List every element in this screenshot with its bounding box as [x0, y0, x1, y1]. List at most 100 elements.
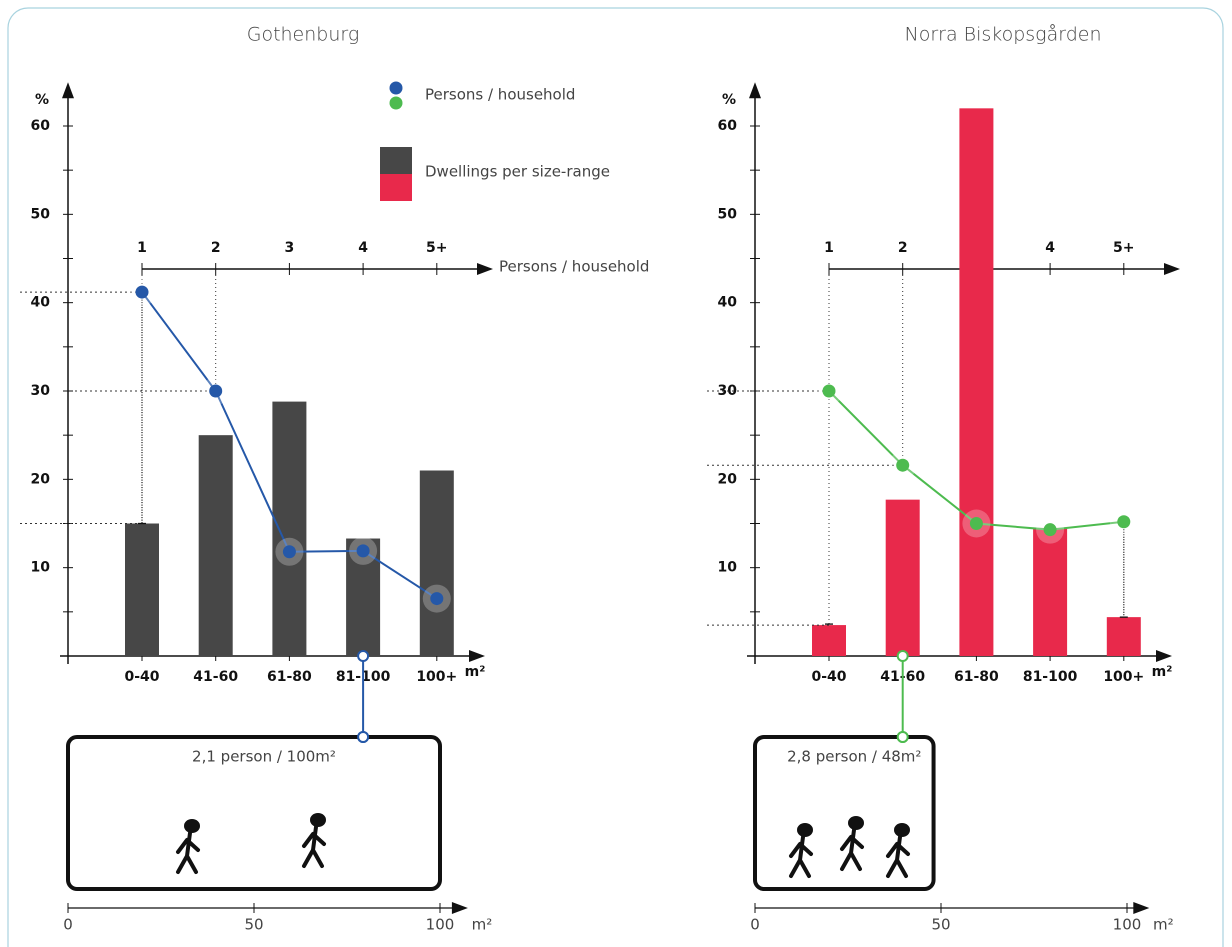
bar: [272, 401, 307, 656]
y-tick-label: 20: [718, 471, 738, 487]
person-icon: [176, 819, 200, 874]
bar: [419, 470, 454, 656]
x2-tick-label: 3: [285, 240, 295, 256]
body: [176, 831, 200, 874]
chart-title: Norra Biskopsgården: [905, 24, 1102, 46]
area-tick-label: 50: [931, 916, 950, 934]
body: [840, 828, 864, 871]
x2-tick-label: 4: [358, 240, 368, 256]
x2-tick-label: 1: [137, 240, 147, 256]
head: [310, 813, 326, 827]
legend-marker: [389, 96, 403, 110]
x-tick-label: 61-80: [954, 669, 999, 685]
x-unit: m²: [465, 664, 486, 680]
point: [822, 384, 836, 398]
y-axis-label: %: [722, 92, 736, 108]
x-unit: m²: [1152, 664, 1173, 680]
x2-tick-label: 4: [1045, 240, 1055, 256]
x-tick-label: 61-80: [267, 669, 312, 685]
chart-title: Gothenburg: [247, 24, 360, 46]
x-tick-label: 0-40: [124, 669, 159, 685]
y-tick-label: 10: [718, 560, 738, 576]
legend-marker: [389, 81, 403, 95]
y-tick-label: 60: [718, 118, 738, 134]
point: [896, 458, 910, 472]
point: [356, 544, 370, 558]
arrow-head: [451, 902, 468, 914]
x2-tick-label: 2: [898, 240, 908, 256]
frame: [7, 7, 1224, 947]
connector-end: [357, 731, 370, 743]
point: [1117, 515, 1131, 529]
y-tick-label: 40: [31, 295, 51, 311]
occupancy-label: 2,1 person / 100m²: [192, 748, 336, 766]
point: [430, 592, 444, 606]
body: [302, 825, 326, 868]
head: [184, 819, 200, 833]
point: [969, 517, 983, 530]
x-tick-label: 41-60: [193, 669, 238, 685]
occupancy-box: [753, 735, 936, 891]
arrow-head: [62, 82, 74, 99]
person-icon: [886, 823, 910, 878]
occupancy-label: 2,8 person / 48m²: [787, 748, 921, 766]
x-tick-label: 100+: [1103, 669, 1144, 685]
arrow-head: [749, 82, 761, 99]
area-tick-label: 0: [63, 916, 73, 934]
head: [848, 816, 864, 830]
y-axis-label: %: [35, 92, 49, 108]
x-tick-label: 100+: [416, 669, 457, 685]
connector-end: [896, 650, 909, 662]
head: [894, 823, 910, 837]
x-tick-label: 0-40: [811, 669, 846, 685]
arrow-head: [1156, 650, 1172, 662]
x2-tick-label: 2: [211, 240, 221, 256]
connector-end: [357, 650, 370, 662]
connector-end: [896, 731, 909, 743]
body: [789, 835, 813, 878]
x2-axis-label: Persons / household: [499, 258, 649, 276]
arrow-head: [1133, 902, 1150, 914]
arrow-head: [477, 263, 493, 275]
area-tick-label: 50: [244, 916, 263, 934]
occupancy-box: [66, 735, 442, 891]
point: [135, 285, 149, 299]
bar: [885, 499, 920, 656]
bar: [1106, 617, 1141, 656]
area-unit: m²: [1153, 916, 1174, 934]
y-tick-label: 40: [718, 295, 738, 311]
point: [209, 384, 223, 398]
arrow-head: [469, 650, 485, 662]
bar: [125, 523, 159, 656]
bar: [198, 435, 233, 656]
y-tick-label: 30: [31, 383, 51, 399]
person-icon: [789, 823, 813, 878]
x-tick-label: 81-100: [1023, 669, 1078, 685]
x2-tick-label: 5+: [426, 240, 447, 256]
person-icon: [302, 813, 326, 868]
body: [886, 835, 910, 878]
legend-label: Dwellings per size-range: [425, 163, 610, 181]
area-unit: m²: [472, 916, 493, 934]
y-tick-label: 50: [31, 206, 51, 222]
point: [1043, 523, 1057, 537]
bar: [1033, 527, 1068, 656]
legend-marker: [380, 147, 412, 174]
area-tick-label: 100: [1113, 916, 1142, 934]
legend-marker: [380, 174, 412, 201]
area-tick-label: 0: [750, 916, 760, 934]
x2-tick-label: 5+: [1113, 240, 1134, 256]
point: [282, 545, 296, 559]
y-tick-label: 60: [31, 118, 51, 134]
bar: [959, 108, 994, 657]
legend-label: Persons / household: [425, 86, 575, 104]
y-tick-label: 10: [31, 560, 51, 576]
x2-tick-label: 1: [824, 240, 834, 256]
head: [797, 823, 813, 837]
area-tick-label: 100: [426, 916, 455, 934]
arrow-head: [1164, 263, 1180, 275]
y-tick-label: 50: [718, 206, 738, 222]
y-tick-label: 20: [31, 471, 51, 487]
person-icon: [840, 816, 864, 871]
